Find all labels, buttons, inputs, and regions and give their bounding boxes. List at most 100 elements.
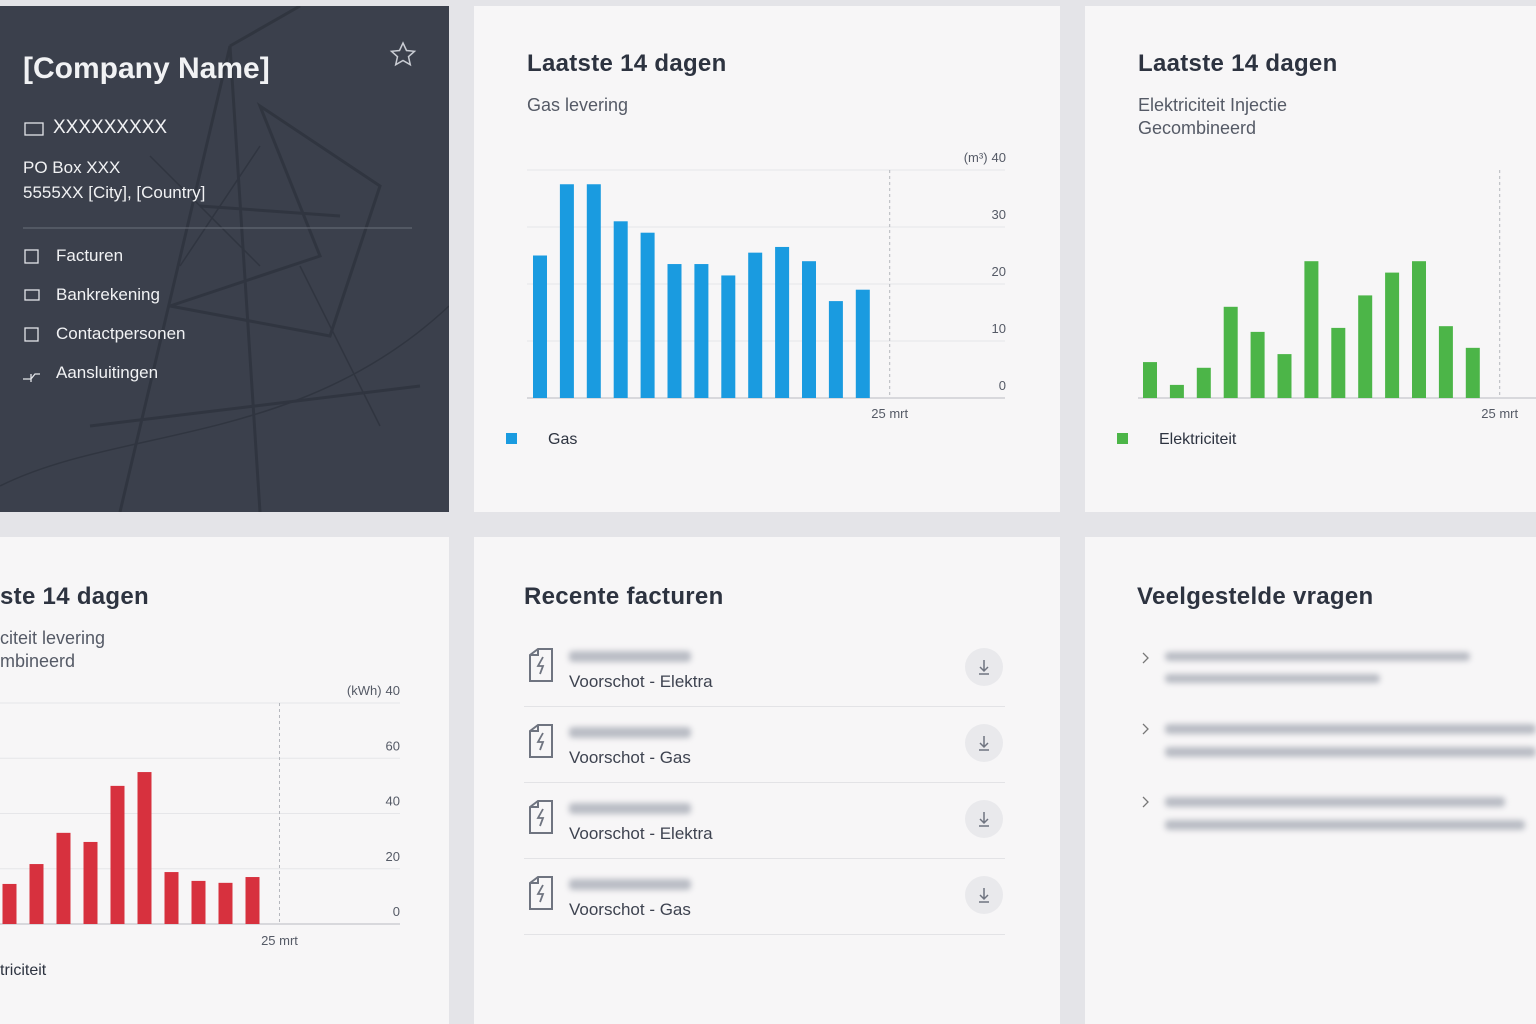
bar [191, 880, 206, 924]
legend-label: triciteit [0, 962, 47, 979]
account-icon [24, 122, 44, 136]
invoice-label: Voorschot - Elektra [569, 824, 713, 843]
x-tick-label: 25 mrt [1481, 406, 1518, 421]
bar [137, 772, 152, 924]
faq-question[interactable] [1165, 724, 1536, 734]
faq-question[interactable] [1165, 652, 1470, 661]
bar [802, 261, 816, 398]
y-tick-label: 0 [393, 904, 400, 919]
bar [721, 275, 736, 398]
chart-subtitle: Elektriciteit Injectie [1138, 95, 1288, 115]
chart: 25 mrt Elektriciteit [1117, 170, 1536, 448]
invoice-label: Voorschot - Elektra [569, 672, 713, 691]
y-unit: (m³) [964, 150, 988, 165]
chart-subtitle: Gecombineerd [1138, 118, 1257, 138]
invoice-number [569, 651, 691, 662]
menu-item[interactable]: Contactpersonen [56, 324, 186, 343]
bar [1223, 306, 1238, 398]
chart-subtitle: Gas levering [527, 95, 629, 115]
chart-title: ste 14 dagen [0, 583, 149, 610]
company-name: [Company Name] [23, 52, 270, 85]
row-divider [524, 934, 1005, 935]
bar [775, 246, 790, 398]
row-divider [524, 858, 1005, 859]
download-button[interactable] [965, 800, 1003, 838]
faq-question[interactable] [1165, 747, 1536, 757]
y-tick-label: 20 [992, 264, 1006, 279]
address-line: PO Box XXX [23, 158, 121, 177]
download-button[interactable] [965, 876, 1003, 914]
faq-title: Veelgestelde vragen [1137, 583, 1374, 610]
invoices-title: Recente facturen [524, 583, 724, 610]
bar [640, 232, 655, 398]
bar [828, 301, 843, 398]
bar [83, 841, 98, 924]
account-number: XXXXXXXXX [53, 117, 168, 138]
bar [667, 264, 682, 398]
faq-chevrons[interactable] [1137, 647, 1157, 847]
bar [1465, 347, 1480, 398]
y-tick-label: 40 [386, 683, 400, 698]
bar [855, 289, 870, 398]
menu-item[interactable]: Aansluitingen [56, 363, 159, 382]
chart: 0 10 20 30 40 (m³) 25 mrt Gas [506, 150, 1006, 448]
invoice-number [569, 803, 691, 814]
invoice-icon [529, 648, 553, 682]
invoices-card: Recente facturen Voorschot - Elektra Voo… [474, 537, 1060, 1024]
row-divider [524, 782, 1005, 783]
bar [1169, 384, 1184, 398]
bar [748, 252, 763, 398]
y-tick-label: 40 [386, 794, 400, 809]
y-unit: (kWh) [347, 683, 382, 698]
favorite-star[interactable] [389, 41, 417, 67]
bar [694, 264, 709, 398]
bar [1412, 261, 1426, 398]
faq-card: Veelgestelde vragen [1085, 537, 1536, 1024]
bar [2, 883, 17, 924]
chart: 0 20 40 60 40 (kWh) 25 mrt triciteit [0, 683, 400, 979]
chart-card: Laatste 14 dagen Elektriciteit Injectie … [1085, 6, 1536, 512]
y-tick-label: 10 [992, 321, 1006, 336]
invoice-label: Voorschot - Gas [569, 900, 691, 919]
download-button[interactable] [965, 724, 1003, 762]
invoice-number [569, 727, 691, 738]
menu-item[interactable]: Bankrekening [56, 285, 160, 304]
bar [1196, 367, 1211, 398]
y-tick-label: 60 [386, 738, 400, 753]
faq-question[interactable] [1165, 820, 1525, 830]
chart-subtitle: citeit levering [0, 628, 106, 648]
chart-card: Laatste 14 dagen Gas levering 0 10 20 30 40 (… [474, 6, 1060, 512]
faq-question[interactable] [1165, 674, 1380, 683]
bar [613, 221, 628, 398]
faq-question[interactable] [1165, 797, 1505, 807]
bar [1277, 354, 1292, 398]
bar [245, 877, 260, 924]
bar [1385, 272, 1400, 398]
bar [533, 255, 547, 398]
bar [164, 872, 179, 924]
bar [586, 184, 601, 398]
y-tick-label: 30 [992, 207, 1006, 222]
legend-swatch [506, 433, 517, 444]
address-line: 5555XX [City], [Country] [23, 183, 206, 202]
bar [1358, 295, 1373, 398]
y-tick-label: 0 [999, 378, 1006, 393]
chart-subtitle: mbineerd [0, 651, 76, 671]
menu-item[interactable]: Facturen [56, 246, 124, 265]
invoice-label: Voorschot - Gas [569, 748, 691, 767]
legend-swatch [1117, 433, 1128, 444]
bar [1143, 362, 1157, 398]
chart-title: Laatste 14 dagen [527, 50, 727, 77]
invoice-icon [529, 876, 553, 910]
bar [110, 785, 125, 924]
bar [1438, 326, 1453, 398]
x-tick-label: 25 mrt [261, 933, 298, 948]
legend-label: Gas [548, 431, 577, 448]
bar [559, 184, 574, 398]
invoice-icon [529, 800, 553, 834]
bar [29, 864, 44, 924]
download-button[interactable] [965, 648, 1003, 686]
chart-title: Laatste 14 dagen [1138, 50, 1338, 77]
company-card: [Company Name] XXXXXXXXX PO Box XXX 5555… [0, 6, 449, 512]
